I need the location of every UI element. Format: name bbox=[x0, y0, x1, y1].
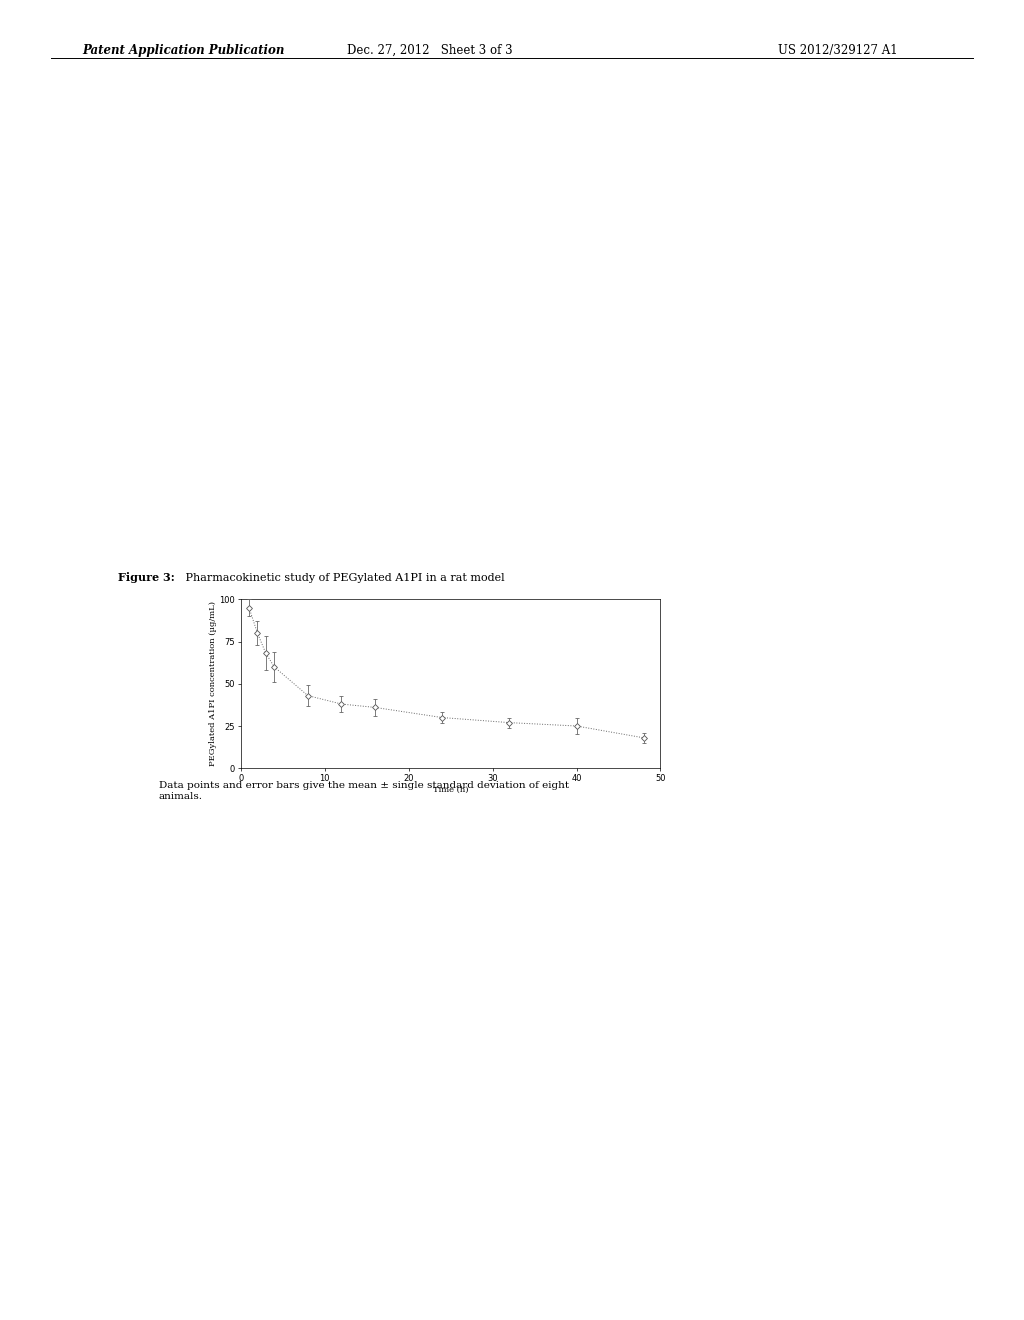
Y-axis label: PEGylated A1PI concentration (µg/mL): PEGylated A1PI concentration (µg/mL) bbox=[209, 602, 216, 766]
Text: Pharmacokinetic study of PEGylated A1PI in a rat model: Pharmacokinetic study of PEGylated A1PI … bbox=[182, 573, 505, 583]
Text: Dec. 27, 2012   Sheet 3 of 3: Dec. 27, 2012 Sheet 3 of 3 bbox=[347, 44, 513, 57]
Text: Patent Application Publication: Patent Application Publication bbox=[82, 44, 285, 57]
Text: Data points and error bars give the mean ± single standard deviation of eight
an: Data points and error bars give the mean… bbox=[159, 781, 569, 801]
Text: Figure 3:: Figure 3: bbox=[118, 573, 174, 583]
Text: US 2012/329127 A1: US 2012/329127 A1 bbox=[778, 44, 898, 57]
X-axis label: Time (h): Time (h) bbox=[433, 785, 468, 793]
